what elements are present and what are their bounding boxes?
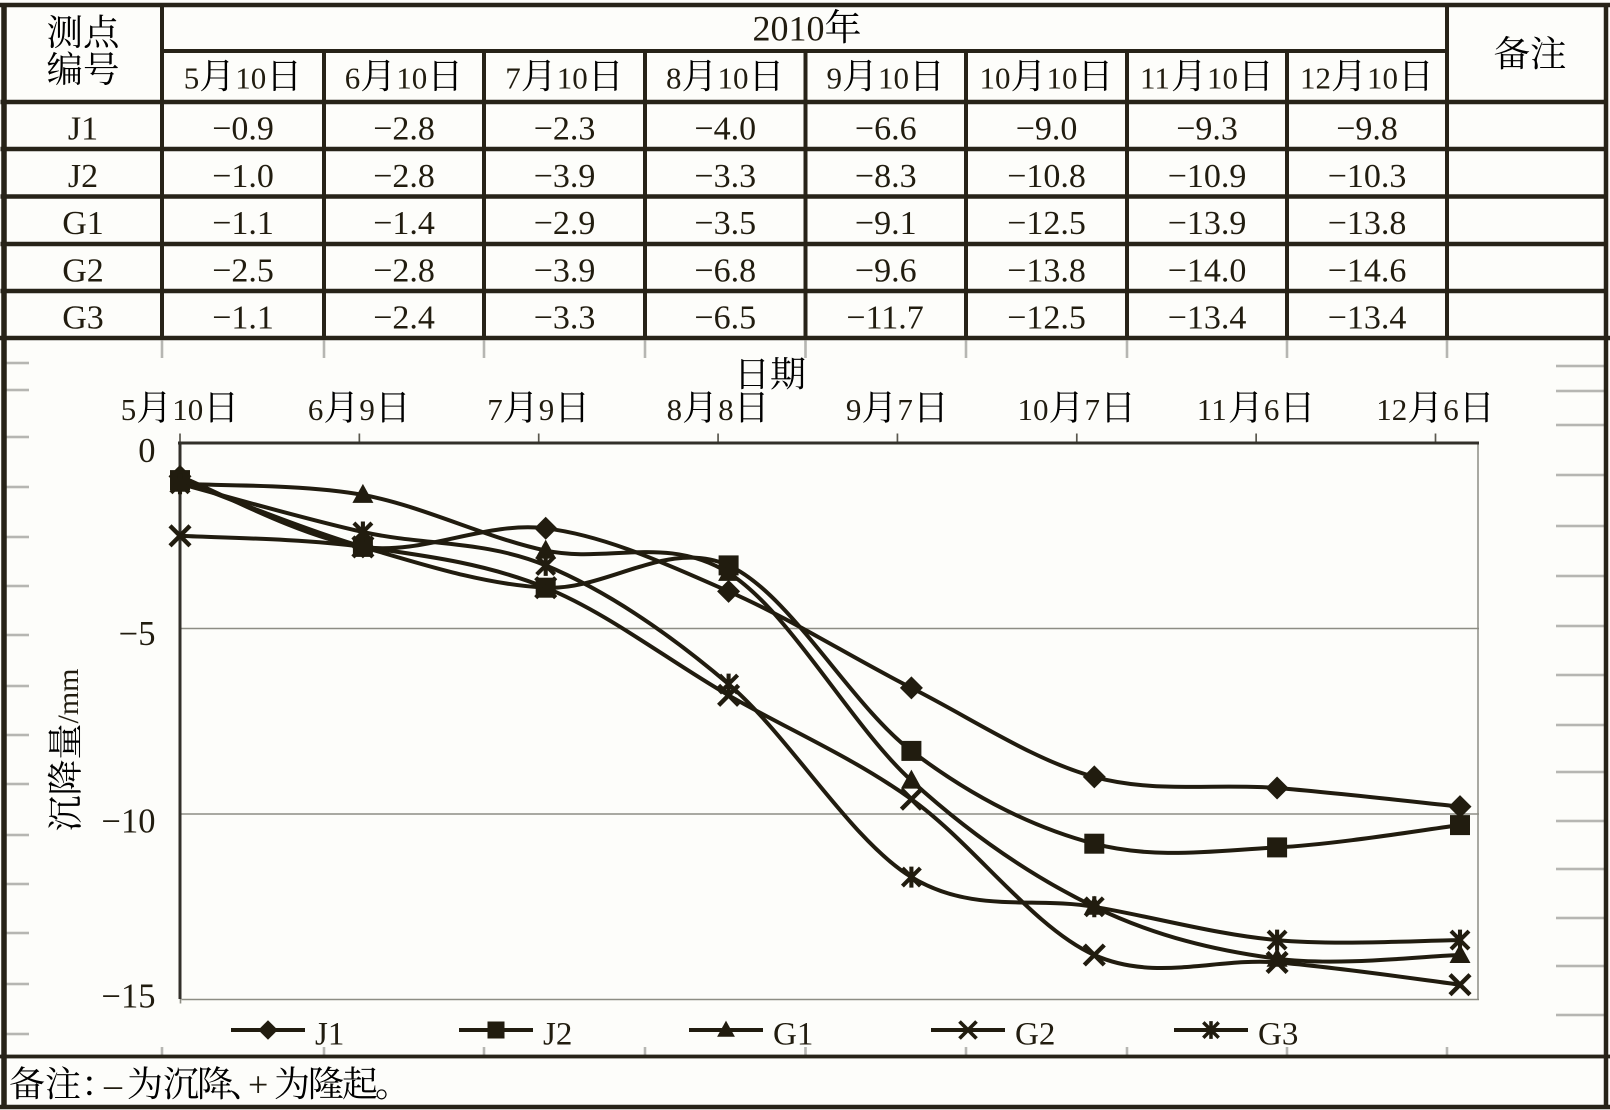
svg-text:7: 7: [1085, 392, 1101, 427]
svg-text:10: 10: [557, 61, 588, 96]
svg-text:−5: −5: [119, 615, 156, 653]
svg-text:9: 9: [539, 392, 555, 427]
svg-text:−2.8: −2.8: [373, 158, 435, 195]
svg-text:10: 10: [396, 61, 427, 96]
svg-text:10: 10: [1367, 61, 1398, 96]
svg-text:−3.3: −3.3: [694, 158, 756, 195]
svg-text:11: 11: [1197, 392, 1227, 427]
svg-text:10: 10: [718, 61, 749, 96]
svg-text:−6.8: −6.8: [694, 253, 756, 290]
svg-text:G1: G1: [773, 1017, 813, 1053]
svg-text:10: 10: [980, 61, 1011, 96]
svg-text:−13.4: −13.4: [1328, 300, 1407, 337]
svg-text:−9.6: −9.6: [855, 253, 917, 290]
svg-text:10: 10: [878, 61, 909, 96]
svg-text:10: 10: [1018, 392, 1049, 427]
svg-text:9: 9: [359, 392, 375, 427]
svg-text:9: 9: [846, 392, 862, 427]
svg-text:6: 6: [1264, 392, 1280, 427]
svg-text:6: 6: [308, 392, 324, 427]
svg-text:G2: G2: [62, 253, 104, 290]
svg-text:/mm: /mm: [52, 668, 85, 723]
svg-text:2010: 2010: [753, 9, 825, 49]
svg-text:10: 10: [1047, 61, 1078, 96]
svg-text:5: 5: [184, 61, 200, 96]
svg-text:6: 6: [1443, 392, 1459, 427]
svg-text:−4.0: −4.0: [694, 111, 756, 148]
svg-text:−2.8: −2.8: [373, 253, 435, 290]
svg-text:10: 10: [235, 61, 266, 96]
svg-text:−9.3: −9.3: [1176, 111, 1238, 148]
svg-text:−1.1: −1.1: [212, 300, 274, 337]
svg-text:J1: J1: [315, 1017, 344, 1053]
svg-text:−2.5: −2.5: [212, 253, 274, 290]
svg-text:−10.3: −10.3: [1328, 158, 1407, 195]
svg-text:0: 0: [138, 432, 155, 470]
svg-text:12: 12: [1376, 392, 1407, 427]
svg-text:5: 5: [121, 392, 137, 427]
svg-text:−6.6: −6.6: [855, 111, 917, 148]
svg-text:−0.9: −0.9: [212, 111, 274, 148]
svg-text:10: 10: [172, 392, 203, 427]
svg-text:−3.5: −3.5: [694, 205, 756, 242]
svg-text:−12.5: −12.5: [1007, 300, 1086, 337]
svg-text:−10: −10: [102, 803, 156, 841]
svg-text:−14.0: −14.0: [1168, 253, 1247, 290]
svg-text:J1: J1: [68, 111, 98, 148]
svg-text:−11.7: −11.7: [846, 300, 923, 337]
svg-text:−15: −15: [102, 978, 156, 1016]
svg-text:−2.3: −2.3: [534, 111, 596, 148]
svg-text:−3.9: −3.9: [534, 253, 596, 290]
svg-text:+: +: [248, 1065, 268, 1105]
svg-text:6: 6: [345, 61, 361, 96]
svg-text:G3: G3: [62, 300, 104, 337]
svg-text:12: 12: [1300, 61, 1331, 96]
svg-text:−10.9: −10.9: [1168, 158, 1247, 195]
svg-text:8: 8: [718, 392, 734, 427]
svg-text:−6.5: −6.5: [694, 300, 756, 337]
svg-text:−13.4: −13.4: [1168, 300, 1247, 337]
svg-text:−2.9: −2.9: [534, 205, 596, 242]
svg-text:11: 11: [1140, 61, 1170, 96]
svg-text:−13.8: −13.8: [1007, 253, 1086, 290]
svg-text:7: 7: [897, 392, 913, 427]
svg-text:G1: G1: [62, 205, 104, 242]
svg-text:−1.0: −1.0: [212, 158, 274, 195]
svg-text:−1.4: −1.4: [373, 205, 435, 242]
svg-text:10: 10: [1207, 61, 1238, 96]
svg-text:−10.8: −10.8: [1007, 158, 1086, 195]
svg-text:−13.9: −13.9: [1168, 205, 1247, 242]
svg-text:−3.3: −3.3: [534, 300, 596, 337]
svg-text:−9.8: −9.8: [1336, 111, 1398, 148]
svg-text:9: 9: [827, 61, 843, 96]
svg-text:−3.9: −3.9: [534, 158, 596, 195]
svg-text:−12.5: −12.5: [1007, 205, 1086, 242]
svg-text:−9.1: −9.1: [855, 205, 917, 242]
svg-text:J2: J2: [543, 1017, 572, 1053]
svg-text:−2.4: −2.4: [373, 300, 435, 337]
svg-text:G2: G2: [1015, 1017, 1055, 1053]
svg-text:−13.8: −13.8: [1328, 205, 1407, 242]
svg-text:J2: J2: [68, 158, 98, 195]
svg-text:8: 8: [667, 392, 683, 427]
svg-text:−14.6: −14.6: [1328, 253, 1407, 290]
svg-text:−8.3: −8.3: [855, 158, 917, 195]
svg-text:7: 7: [505, 61, 521, 96]
svg-text:–: –: [103, 1065, 123, 1105]
svg-text:G3: G3: [1258, 1017, 1298, 1053]
svg-text:−2.8: −2.8: [373, 111, 435, 148]
svg-text:−1.1: −1.1: [212, 205, 274, 242]
svg-text:8: 8: [666, 61, 682, 96]
svg-text:−9.0: −9.0: [1016, 111, 1078, 148]
svg-text:7: 7: [487, 392, 503, 427]
